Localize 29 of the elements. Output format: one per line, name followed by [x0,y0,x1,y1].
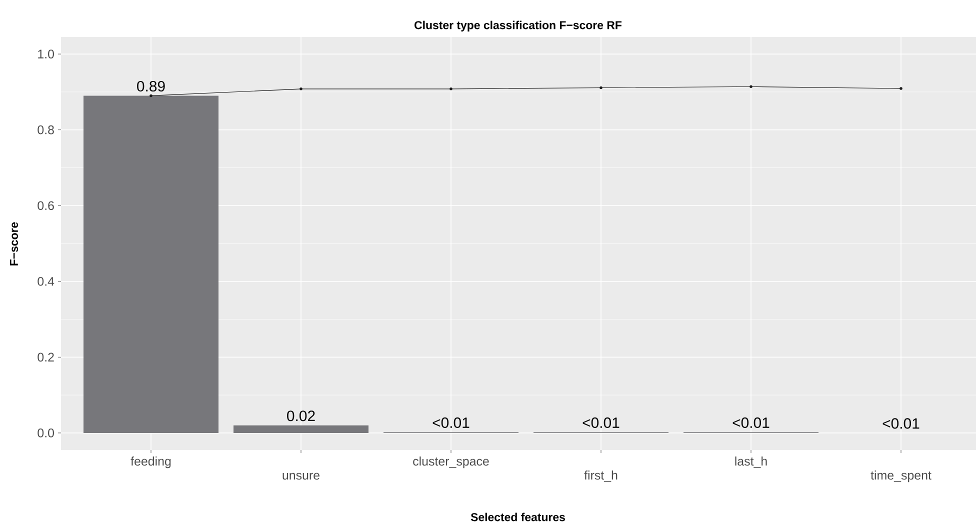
y-tick-label: 0.2 [38,352,54,362]
data-label: <0.01 [732,417,770,428]
data-label: <0.01 [882,418,920,429]
data-label: <0.01 [432,417,470,428]
point [450,88,452,90]
data-label: 0.89 [137,80,165,92]
point [900,87,902,90]
y-tick-label: 0.4 [38,276,54,286]
y-tick-label: 0.6 [38,201,54,210]
x-axis-title: Selected features [470,512,565,522]
data-label: 0.02 [287,410,315,422]
chart-title: Cluster type classification F−score RF [414,20,622,32]
data-label: <0.01 [582,417,620,428]
y-axis-title: F−score [10,222,18,266]
point [600,86,602,90]
x-tick-label: time_spent [870,470,932,482]
point [150,94,152,98]
y-tick-label: 0.0 [38,428,54,438]
point [750,85,752,88]
x-tick-label: feeding [130,456,171,468]
x-tick-label: first_h [584,470,618,482]
y-tick-label: 1.0 [38,50,54,58]
x-tick-label: last_h [735,456,767,468]
point [300,88,302,90]
bar [84,96,218,433]
x-tick-label: unsure [282,472,320,480]
bar [234,425,368,433]
x-tick-label: cluster_space [413,456,489,468]
y-tick-label: 0.8 [38,125,54,134]
